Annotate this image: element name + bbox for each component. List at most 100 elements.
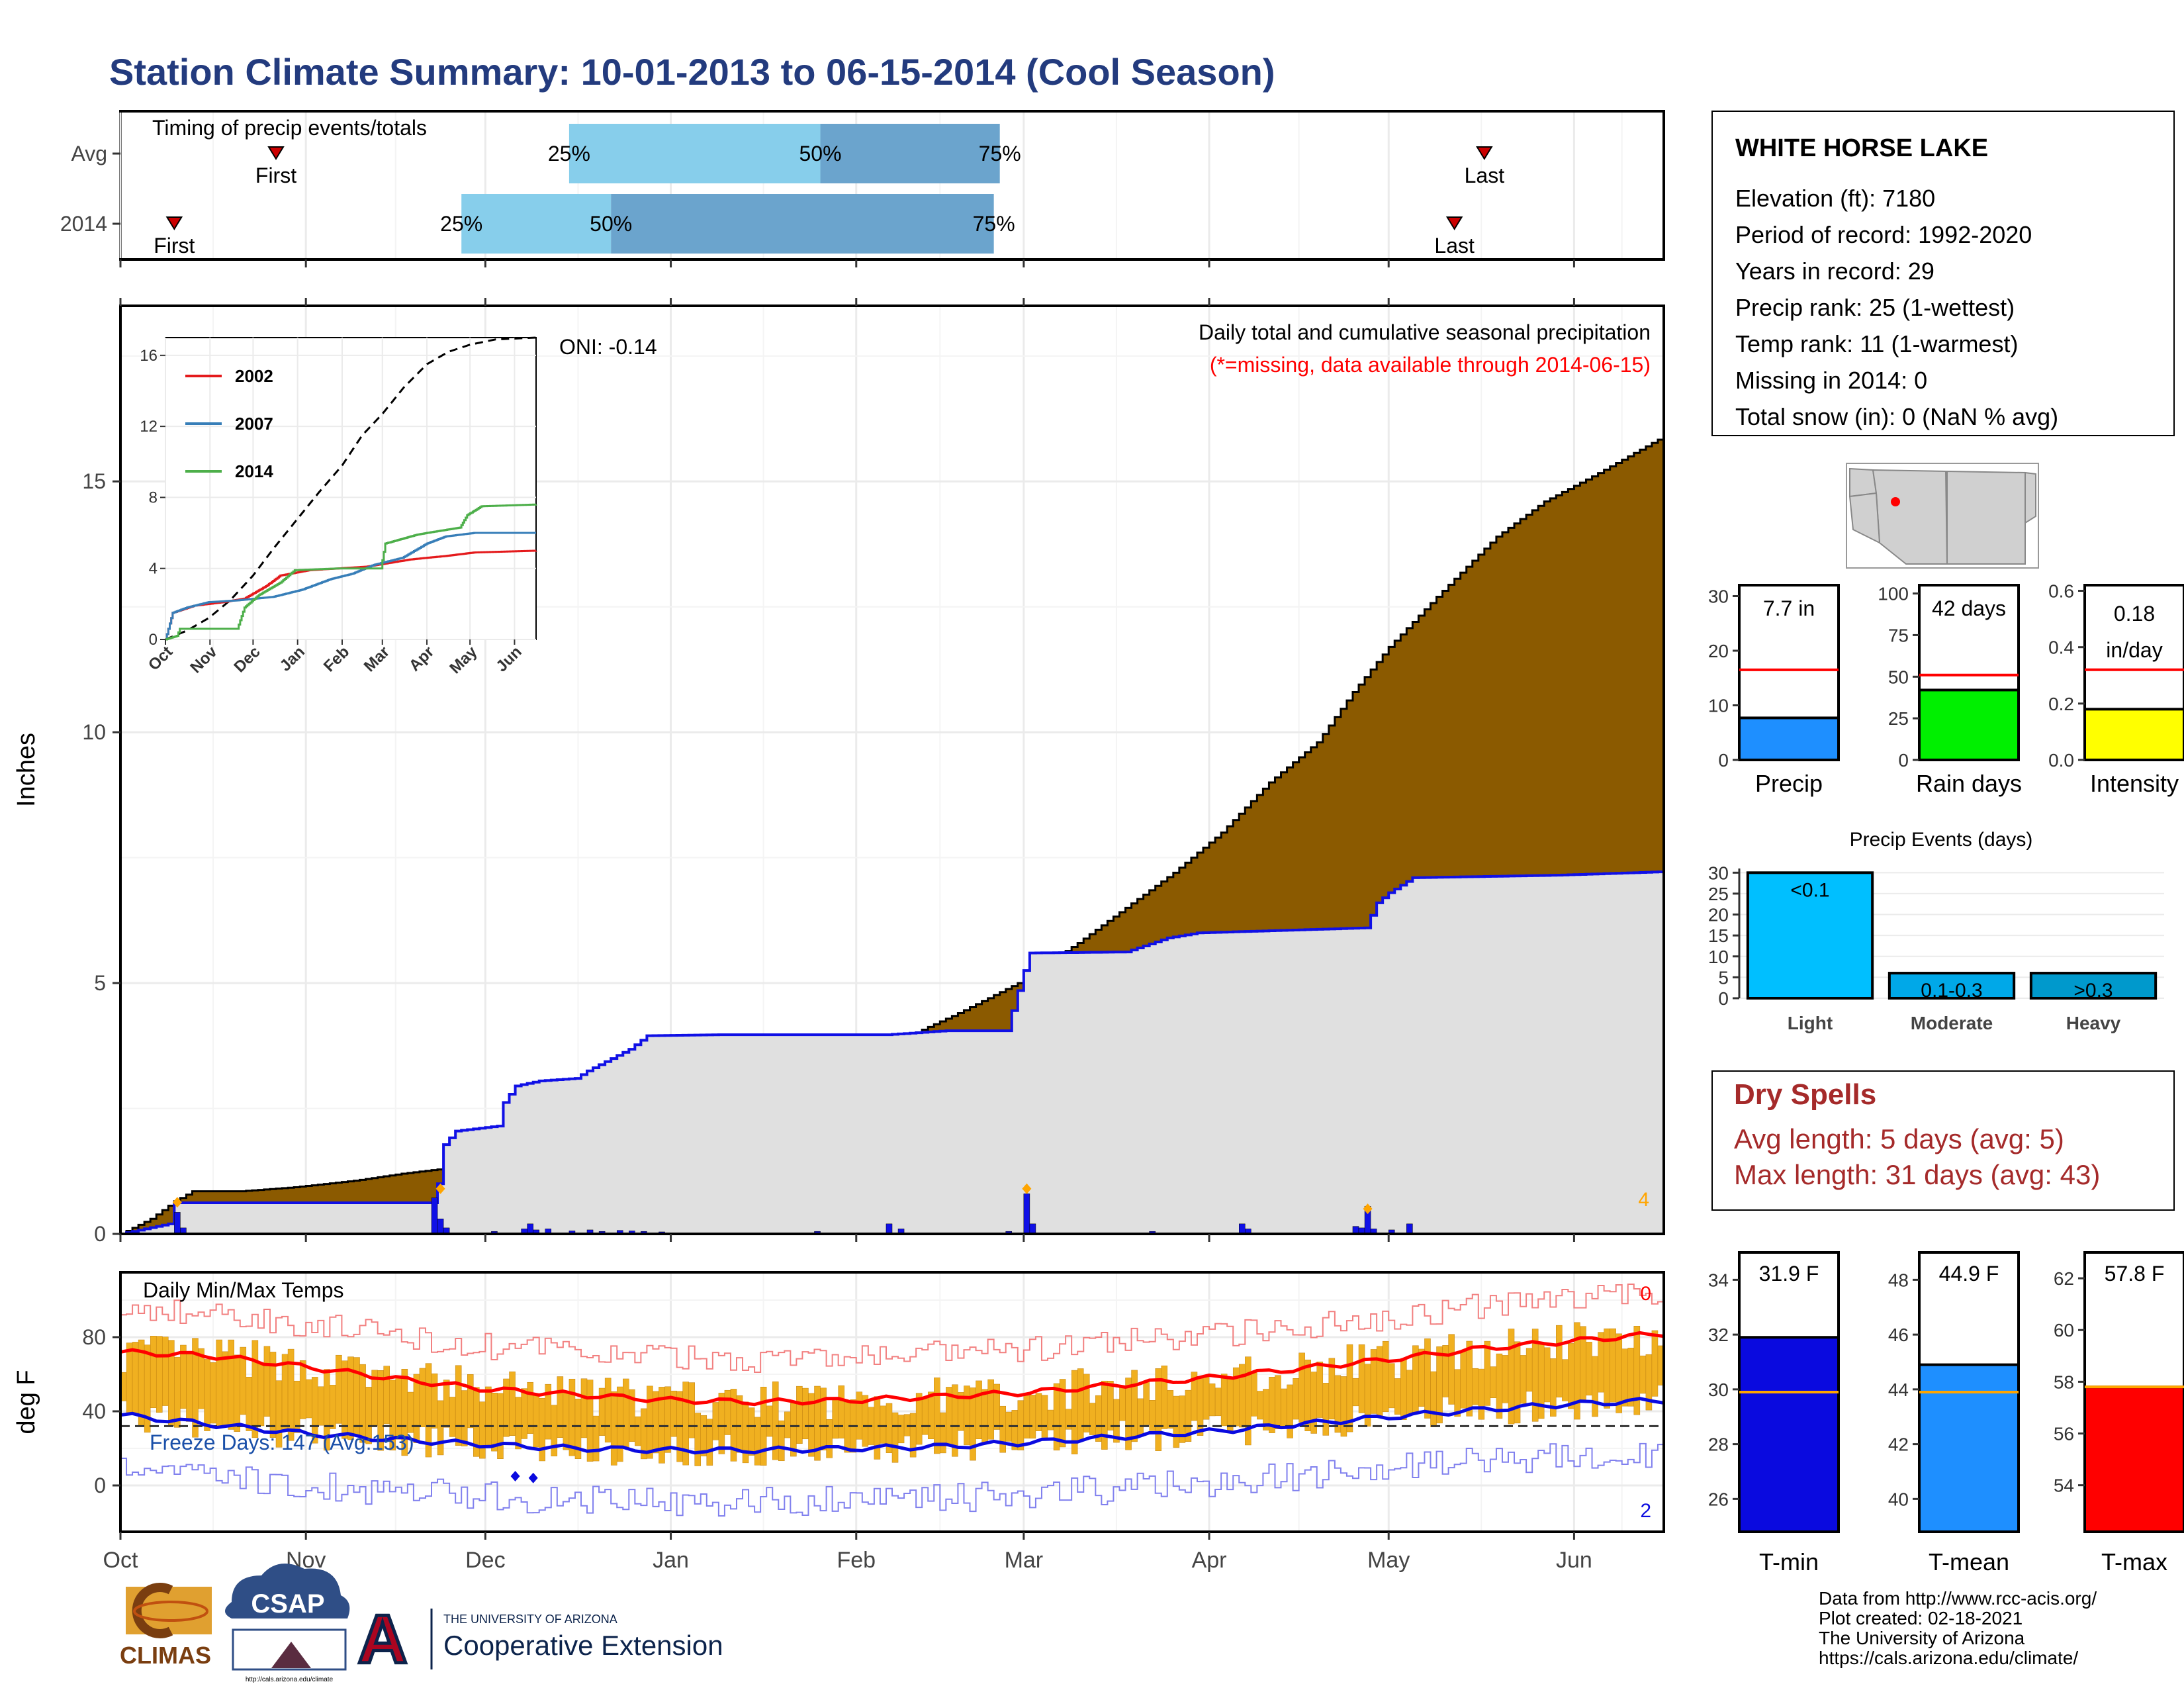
timing-p50-label: 50%: [590, 212, 632, 236]
mini-bar-value-label: 7.7 in: [1763, 596, 1815, 620]
events-bar-heavy: [2029, 972, 2158, 1000]
timing-first-label: First: [255, 164, 296, 187]
daily-temp-bar: [533, 1394, 539, 1448]
events-tick-label: 25: [1708, 884, 1729, 904]
temp-bar-value: [1738, 1336, 1840, 1533]
temp-bar-tick-label: 58: [2054, 1372, 2074, 1392]
daily-temp-bar: [1490, 1366, 1497, 1398]
daily-precip-bar: [527, 1223, 533, 1235]
temp-bar-value-label: 31.9 F: [1759, 1262, 1819, 1286]
inset-y-label: 16: [140, 347, 158, 365]
events-tick-label: 0: [1718, 988, 1729, 1009]
daily-temp-bar: [1525, 1348, 1533, 1392]
daily-temp-bar: [1376, 1346, 1383, 1417]
daily-max-marker: [172, 1197, 182, 1208]
daily-temp-bar: [647, 1385, 653, 1459]
temp-y-label: 0: [94, 1474, 106, 1497]
record-min-line: [120, 1442, 1664, 1517]
daily-temp-bar: [461, 1390, 468, 1446]
daily-temp-bar: [1484, 1340, 1491, 1406]
temp-max-count: 0: [1640, 1283, 1651, 1305]
daily-temp-bar: [467, 1374, 474, 1429]
daily-temp-bar: [1346, 1344, 1353, 1432]
footer-line: The University of Arizona: [1819, 1628, 2025, 1648]
daily-temp-bar: [1382, 1340, 1389, 1413]
daily-temp-bar: [180, 1344, 187, 1409]
record-low-marker: [528, 1472, 538, 1483]
daily-temp-bar: [1651, 1330, 1659, 1397]
daily-temp-bar: [1298, 1352, 1305, 1423]
mini-bar-value: [2083, 708, 2184, 762]
mini-bar-tick-label: 0: [1898, 750, 1909, 771]
temp-bar-tick-label: 56: [2054, 1424, 2074, 1444]
events-title: Precip Events (days): [1850, 829, 2033, 851]
inset-y-label: 12: [140, 418, 158, 436]
daily-temp-bar: [1400, 1358, 1407, 1420]
temp-bar-value-label: 44.9 F: [1939, 1262, 1999, 1286]
daily-temp-bar: [832, 1397, 839, 1439]
mini-bar-value-label2: in/day: [2106, 638, 2162, 662]
mini-bar-tick-label: 0.6: [2048, 581, 2074, 602]
ua-small-text: THE UNIVERSITY OF ARIZONA: [443, 1613, 617, 1626]
daily-temp-bar: [1281, 1388, 1287, 1428]
timing-row-label: Avg: [71, 142, 107, 165]
events-tick-label: 20: [1708, 905, 1729, 925]
page-title: Station Climate Summary: 10-01-2013 to 0…: [109, 51, 1275, 93]
timing-first-marker: [165, 216, 183, 230]
timing-p25-label: 25%: [548, 142, 590, 165]
daily-temp-bar: [635, 1416, 641, 1446]
daily-temp-bar: [1424, 1338, 1431, 1419]
daily-temp-bar: [216, 1339, 222, 1427]
daily-precip-bar: [1238, 1223, 1246, 1235]
mini-bar-chart-0: 0 10 20 30 7.7 in Precip: [1708, 584, 1840, 797]
inset-legend-label: 2014: [235, 461, 273, 481]
timing-first-marker: [267, 146, 285, 160]
temp-y-label: 80: [82, 1325, 106, 1349]
dry-spell-line: Avg length: 5 days (avg: 5): [1734, 1123, 2064, 1154]
daily-temp-bar: [305, 1379, 312, 1419]
daily-temp-bar: [1454, 1369, 1461, 1417]
station-line: Precip rank: 25 (1-wettest): [1735, 294, 2015, 321]
mini-bar-tick-label: 20: [1708, 641, 1729, 661]
daily-temp-bar: [1496, 1353, 1503, 1419]
timing-band-25-50: [461, 194, 612, 254]
station-line: Total snow (in): 0 (NaN % avg): [1735, 403, 2058, 430]
daily-temp-bar: [1562, 1359, 1569, 1401]
daily-temp-bar: [1208, 1383, 1216, 1417]
temp-bar-chart-1: 40 42 44 46 48 44.9 F T-mean: [1888, 1251, 2020, 1575]
daily-precip-bar: [1406, 1223, 1413, 1235]
daily-temp-bar: [1023, 1395, 1030, 1439]
temp-y-label: 40: [82, 1399, 106, 1423]
dry-spell-line: Max length: 31 days (avg: 43): [1734, 1159, 2100, 1190]
inset-series-2007: [165, 532, 536, 641]
mini-bar-tick-label: 75: [1888, 625, 1909, 645]
daily-temp-bar: [580, 1378, 588, 1438]
daily-temp-bar: [999, 1405, 1006, 1453]
daily-temp-bar: [844, 1401, 850, 1453]
daily-temp-bar: [515, 1397, 522, 1450]
daily-temp-bar: [330, 1385, 336, 1429]
daily-temp-bar: [874, 1396, 881, 1460]
daily-temp-bar: [712, 1402, 719, 1440]
daily-temp-bar: [964, 1385, 970, 1446]
mini-bar-tick-label: 0.2: [2048, 694, 2074, 714]
daily-temp-bar: [419, 1368, 426, 1427]
daily-temp-bar: [754, 1417, 761, 1466]
timing-last-label: Last: [1434, 234, 1475, 258]
daily-temp-bar: [706, 1419, 713, 1466]
temp-bar-tick-label: 28: [1708, 1434, 1729, 1455]
temp-bar-chart-0: 26 28 30 32 34 31.9 F T-min: [1708, 1251, 1840, 1575]
cum-avg-area: [120, 871, 1664, 1234]
daily-temp-bar: [1287, 1384, 1293, 1438]
daily-temp-bar: [921, 1397, 929, 1435]
daily-temp-bar: [1388, 1363, 1395, 1409]
daily-temp-bar: [1406, 1370, 1413, 1415]
daily-temp-bar: [1466, 1340, 1473, 1417]
footer-line: Plot created: 02-18-2021: [1819, 1608, 2023, 1628]
daily-temp-bar: [228, 1339, 234, 1430]
daily-temp-bar: [718, 1393, 725, 1454]
mini-bar-tick-label: 10: [1708, 696, 1729, 716]
events-bar-label: Moderate: [1911, 1013, 1993, 1033]
daily-temp-bar: [1131, 1370, 1138, 1442]
